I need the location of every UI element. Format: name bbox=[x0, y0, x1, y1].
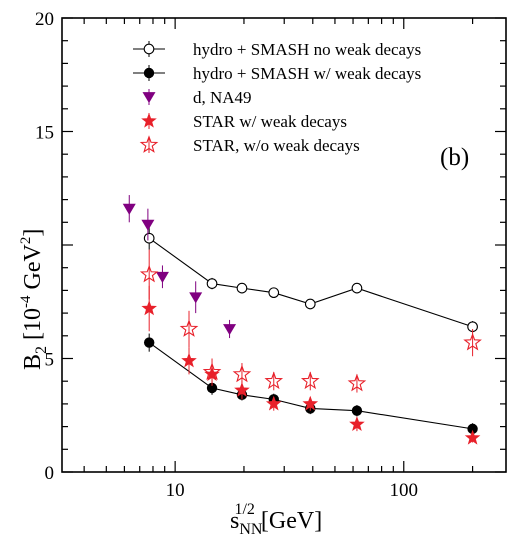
data-point bbox=[189, 292, 203, 304]
y-tick-labels: 0 5 15 20 bbox=[35, 9, 54, 484]
data-point bbox=[181, 352, 197, 368]
legend-item: STAR, w/o weak decays bbox=[139, 135, 360, 155]
y-axis-title-unit-mid: GeV bbox=[20, 244, 46, 296]
data-point bbox=[464, 429, 481, 445]
legend-item: d, NA49 bbox=[142, 88, 252, 107]
data-point bbox=[143, 232, 155, 244]
data-point bbox=[143, 67, 155, 79]
data-point bbox=[264, 371, 284, 390]
legend-label: d, NA49 bbox=[193, 88, 252, 107]
data-point bbox=[206, 278, 218, 289]
legend: hydro + SMASH no weak decays hydro + SMAS… bbox=[133, 40, 421, 155]
legend-label: STAR, w/o weak decays bbox=[193, 136, 360, 155]
data-point bbox=[143, 337, 155, 348]
data-point bbox=[347, 373, 367, 392]
x-axis-title-unit: [GeV] bbox=[255, 508, 322, 534]
y-axis-title-unit-exp: -4 bbox=[18, 295, 34, 308]
data-point bbox=[463, 332, 482, 351]
legend-label: hydro + SMASH w/ weak decays bbox=[193, 64, 421, 83]
series-line bbox=[148, 237, 473, 328]
data-point bbox=[268, 287, 280, 299]
data-point bbox=[265, 395, 282, 411]
series-filled-star bbox=[141, 285, 481, 445]
y-axis-title-sub: 2 bbox=[33, 346, 50, 354]
data-point bbox=[351, 282, 363, 294]
x-axis-title-sup: 1/2 bbox=[234, 501, 254, 518]
data-point bbox=[351, 405, 363, 416]
data-point bbox=[141, 112, 157, 128]
data-point bbox=[232, 364, 252, 383]
axis-ticks bbox=[62, 17, 506, 473]
data-point bbox=[300, 371, 320, 390]
y-tick-label: 20 bbox=[35, 9, 54, 30]
data-point bbox=[202, 362, 222, 381]
x-tick-label: 100 bbox=[390, 480, 419, 501]
data-point bbox=[142, 92, 156, 104]
y-axis-title-unit-pre: [10 bbox=[20, 308, 46, 346]
data-point bbox=[236, 282, 248, 294]
x-axis-title: sNN 1/2 [GeV] bbox=[230, 501, 322, 538]
y-tick-label: 5 bbox=[45, 350, 55, 371]
y-axis-title-base: B bbox=[20, 354, 46, 370]
x-axis-title-base: s bbox=[230, 508, 239, 534]
y-axis-title-unit-exp2: 2 bbox=[18, 237, 34, 245]
x-axis-title-sub: NN bbox=[239, 521, 263, 538]
data-point bbox=[467, 423, 478, 435]
data-point bbox=[349, 416, 365, 431]
legend-item: hydro + SMASH w/ weak decays bbox=[133, 64, 421, 83]
y-tick-label: 15 bbox=[35, 123, 54, 144]
data-point bbox=[143, 43, 155, 55]
legend-item: hydro + SMASH no weak decays bbox=[133, 40, 421, 59]
series-open-star bbox=[139, 249, 482, 393]
data-point bbox=[206, 382, 218, 394]
data-series bbox=[122, 195, 482, 445]
data-point bbox=[141, 300, 157, 316]
y-tick-label: 0 bbox=[45, 463, 55, 484]
data-point bbox=[139, 135, 159, 153]
legend-label: STAR w/ weak decays bbox=[193, 112, 347, 131]
series-open-circle bbox=[143, 226, 478, 333]
data-point bbox=[139, 264, 159, 283]
y-axis-title-unit-post: ] bbox=[20, 229, 46, 237]
x-tick-labels: 10 100 bbox=[166, 480, 418, 501]
data-point bbox=[302, 395, 319, 411]
data-point bbox=[179, 319, 199, 337]
data-point bbox=[234, 382, 250, 397]
data-point bbox=[141, 219, 155, 231]
x-tick-label: 10 bbox=[166, 480, 185, 501]
data-point bbox=[155, 271, 169, 283]
legend-label: hydro + SMASH no weak decays bbox=[193, 40, 421, 59]
data-point bbox=[122, 203, 136, 215]
series-filled-circle bbox=[143, 333, 478, 435]
series-line bbox=[148, 342, 473, 430]
plot-frame bbox=[61, 17, 507, 473]
series-down-triangle bbox=[122, 195, 237, 339]
data-point bbox=[223, 324, 237, 336]
y-axis-title: B2 [10-4 GeV2] bbox=[18, 229, 50, 370]
legend-item: STAR w/ weak decays bbox=[141, 112, 347, 131]
panel-label: (b) bbox=[440, 144, 469, 171]
data-point bbox=[304, 298, 316, 310]
